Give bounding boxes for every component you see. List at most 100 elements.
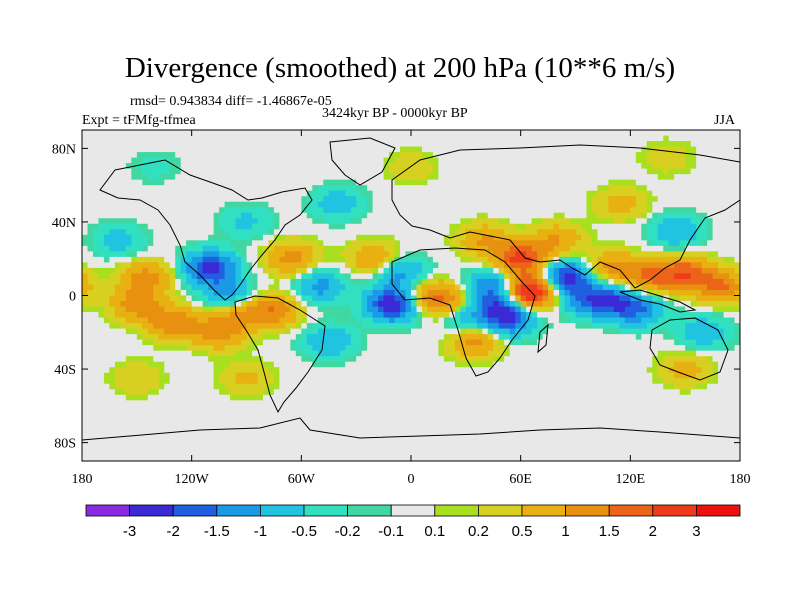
field-cell [345,190,352,197]
field-cell [301,256,308,263]
field-cell [460,185,467,192]
field-cell [317,323,324,330]
field-cell [504,312,511,319]
field-cell [619,278,626,286]
field-cell [427,157,434,164]
field-cell [553,141,560,148]
field-cell [136,345,143,352]
field-cell [208,212,215,219]
field-cell [103,251,111,258]
field-cell [169,267,176,275]
field-cell [559,196,566,203]
field-cell [103,190,111,197]
field-cell [400,345,407,352]
field-cell [427,218,434,225]
field-cell [526,146,533,153]
field-cell [685,350,692,357]
field-cell [531,289,538,297]
field-cell [394,278,401,286]
field-cell [416,218,423,225]
field-cell [389,251,396,258]
field-cell [383,262,390,269]
field-cell [515,168,522,175]
field-cell [323,207,330,214]
field-cell [498,185,505,192]
field-cell [208,201,215,208]
field-cell [98,295,105,302]
field-cell [487,212,494,219]
field-cell [273,130,280,137]
field-cell [690,267,697,275]
field-cell [718,234,725,241]
field-cell [186,339,193,346]
field-cell [421,312,429,319]
field-cell [103,295,111,302]
field-cell [114,328,121,335]
field-cell [432,267,440,275]
field-cell [87,350,94,357]
field-cell [312,157,319,164]
field-cell [526,212,533,219]
field-cell [487,201,494,208]
field-cell [602,306,609,313]
field-cell [356,229,363,236]
field-cell [635,350,642,357]
field-cell [553,245,560,252]
field-cell [613,168,620,175]
field-cell [427,190,434,197]
field-cell [290,356,297,363]
field-cell [443,267,450,275]
field-cell [498,240,505,247]
field-cell [109,218,116,225]
field-cell [279,168,286,175]
field-cell [608,317,615,324]
field-cell [92,130,100,137]
field-cell [679,345,686,352]
field-cell [685,190,692,197]
field-cell [723,152,730,159]
field-cell [515,273,522,280]
field-cell [734,196,740,203]
field-cell [443,207,450,214]
field-cell [515,350,522,357]
field-cell [323,334,330,341]
field-cell [449,152,456,159]
field-cell [147,234,154,241]
field-cell [114,163,121,170]
field-cell [432,273,440,280]
field-cell [411,273,418,280]
field-cell [613,163,620,170]
field-cell [685,196,692,203]
field-cell [257,301,264,308]
field-cell [394,356,401,363]
field-cell [646,251,653,258]
field-cell [389,317,396,324]
field-cell [290,179,297,186]
field-cell [421,196,429,203]
field-cell [125,141,132,148]
field-cell [509,196,516,203]
field-cell [235,312,242,319]
field-cell [608,301,615,308]
field-cell [169,251,176,258]
field-cell [460,323,467,330]
field-cell [136,240,143,247]
field-cell [482,174,489,181]
field-cell [186,229,193,236]
field-cell [394,317,401,324]
field-cell [597,273,604,280]
field-cell [120,240,127,247]
field-cell [125,295,132,302]
field-cell [718,190,725,197]
field-cell [476,289,483,297]
field-cell [241,168,248,175]
field-cell [526,273,533,280]
field-cell [92,251,100,258]
field-cell [613,157,620,164]
field-cell [109,179,116,186]
field-cell [460,201,467,208]
field-cell [723,267,730,275]
field-cell [619,190,626,197]
field-cell [701,251,708,258]
field-cell [685,345,692,352]
